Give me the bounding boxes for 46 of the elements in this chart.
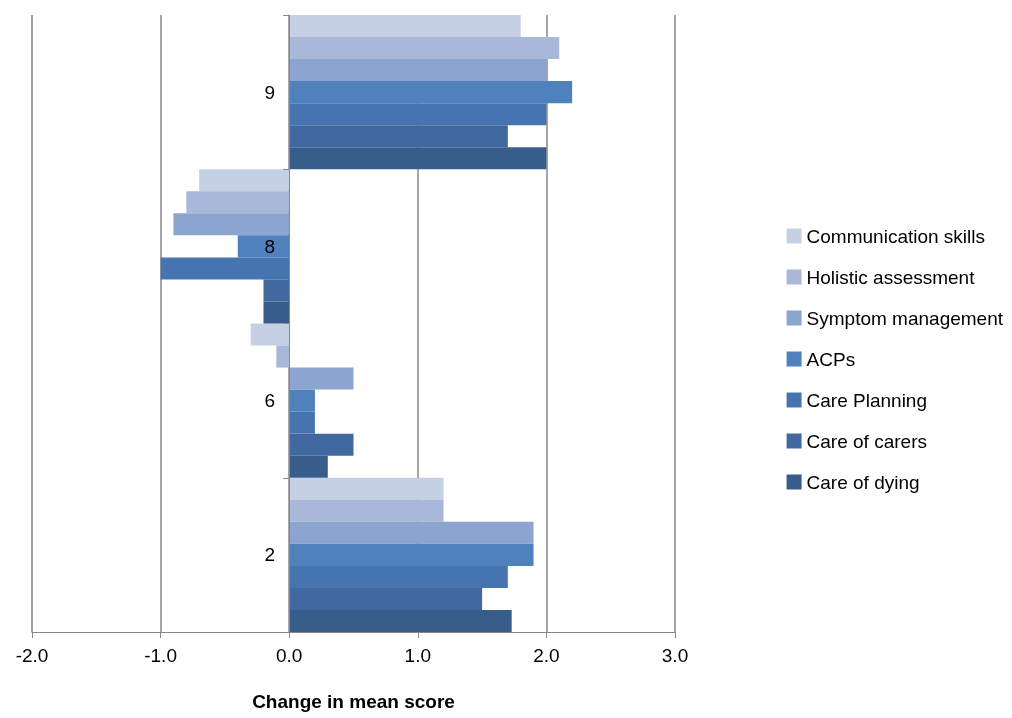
bar <box>289 587 483 610</box>
bar <box>289 147 547 170</box>
bar <box>289 521 534 544</box>
bar <box>289 411 315 434</box>
bar <box>276 345 290 368</box>
bar <box>186 191 290 214</box>
legend-label: Care of carers <box>806 430 927 452</box>
x-axis-title: Change in mean score <box>252 691 455 712</box>
x-tick-label: -1.0 <box>144 645 177 666</box>
bar <box>250 323 290 346</box>
bar <box>173 213 290 236</box>
bar <box>289 367 354 390</box>
bar <box>263 301 290 324</box>
bar <box>289 609 512 632</box>
y-tick-label: 9 <box>264 81 276 103</box>
x-tick-label: 0.0 <box>275 645 303 666</box>
bar <box>289 455 328 478</box>
y-tick-label: 2 <box>264 544 276 566</box>
legend-label: Communication skills <box>806 225 986 247</box>
legend-label: Holistic assessment <box>806 266 976 288</box>
bar <box>289 15 521 38</box>
y-tick-label: 6 <box>264 390 276 412</box>
bar <box>289 477 444 500</box>
y-tick-label: 8 <box>264 235 276 257</box>
bar <box>289 125 508 148</box>
bar <box>289 103 547 126</box>
bar <box>289 565 508 588</box>
bar <box>289 59 547 82</box>
bar <box>289 499 444 522</box>
x-tick-label: 1.0 <box>404 645 432 666</box>
bar <box>199 169 290 192</box>
legend-label: ACPs <box>806 348 856 370</box>
bar <box>289 37 560 60</box>
legend-label: Care Planning <box>806 389 927 411</box>
legend-label: Care of dying <box>806 471 920 493</box>
bar <box>289 433 354 456</box>
bar <box>237 235 290 258</box>
x-tick-label: -2.0 <box>15 645 49 666</box>
x-tick-label: 3.0 <box>661 645 689 666</box>
bar <box>160 257 290 280</box>
bar <box>263 279 290 302</box>
legend-label: Symptom management <box>806 307 1004 329</box>
bar <box>289 543 534 566</box>
x-tick-label: 2.0 <box>533 645 560 666</box>
bar <box>289 389 315 412</box>
bar <box>289 81 573 104</box>
